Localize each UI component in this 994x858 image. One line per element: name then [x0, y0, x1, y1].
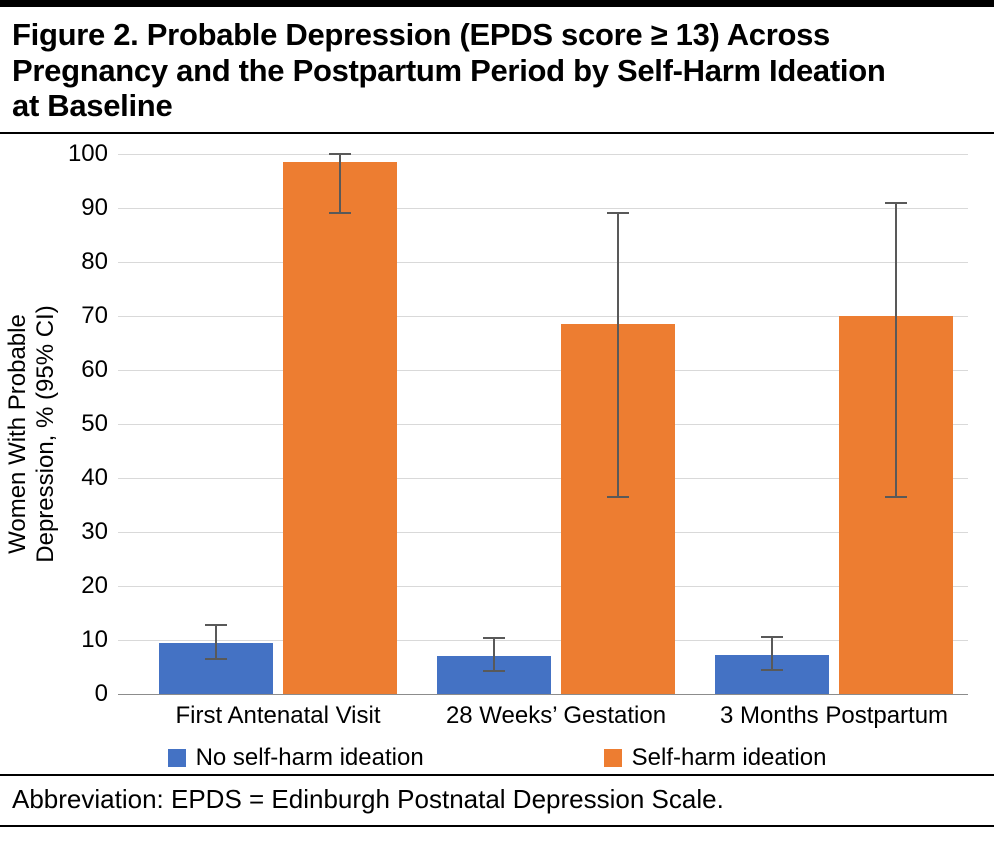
error-cap-upper — [761, 636, 783, 638]
error-bar — [895, 203, 897, 497]
y-axis-label-line-2: Depression, % (95% CI) — [32, 305, 60, 562]
plot-region: 0102030405060708090100First Antenatal Vi… — [118, 154, 968, 694]
figure-title-block: Figure 2. Probable Depression (EPDS scor… — [0, 7, 994, 132]
error-cap-lower — [607, 496, 629, 498]
y-tick-label: 70 — [58, 302, 108, 330]
y-tick-label: 50 — [58, 410, 108, 438]
error-cap-lower — [205, 658, 227, 660]
x-axis-line — [118, 694, 968, 695]
error-cap-upper — [885, 202, 907, 204]
y-tick-label: 100 — [58, 140, 108, 168]
y-tick-label: 30 — [58, 518, 108, 546]
grid-line — [118, 154, 968, 155]
legend-label: Self-harm ideation — [632, 744, 827, 772]
error-cap-lower — [885, 496, 907, 498]
error-bar — [617, 213, 619, 497]
figure-title-line-1: Figure 2. Probable Depression (EPDS scor… — [12, 17, 830, 52]
error-cap-upper — [205, 624, 227, 626]
error-bar — [339, 154, 341, 213]
error-cap-lower — [483, 670, 505, 672]
error-bar — [215, 625, 217, 659]
legend-swatch — [168, 749, 186, 767]
figure-title-line-2: Pregnancy and the Postpartum Period by S… — [12, 53, 885, 88]
legend-label: No self-harm ideation — [196, 744, 424, 772]
error-cap-upper — [329, 153, 351, 155]
legend: No self-harm ideation Self-harm ideation — [0, 744, 994, 772]
x-category-label: First Antenatal Visit — [176, 702, 381, 730]
y-axis-label: Women With Probable Depression, % (95% C… — [4, 305, 60, 562]
y-tick-label: 10 — [58, 626, 108, 654]
error-cap-upper — [483, 637, 505, 639]
error-cap-lower — [761, 669, 783, 671]
figure-title-line-3: at Baseline — [12, 88, 172, 123]
error-cap-lower — [329, 212, 351, 214]
x-category-label: 3 Months Postpartum — [720, 702, 948, 730]
error-cap-upper — [607, 212, 629, 214]
legend-item-shi: Self-harm ideation — [604, 744, 827, 772]
error-bar — [493, 638, 495, 671]
legend-item-no_shi: No self-harm ideation — [168, 744, 424, 772]
top-thick-rule — [0, 0, 994, 7]
legend-swatch — [604, 749, 622, 767]
footnote-block: Abbreviation: EPDS = Edinburgh Postnatal… — [0, 776, 994, 825]
bottom-rule — [0, 825, 994, 827]
y-tick-label: 40 — [58, 464, 108, 492]
y-tick-label: 80 — [58, 248, 108, 276]
figure-container: Figure 2. Probable Depression (EPDS scor… — [0, 0, 994, 858]
footnote-text: Abbreviation: EPDS = Edinburgh Postnatal… — [12, 784, 724, 814]
grid-line — [118, 262, 968, 263]
y-tick-label: 90 — [58, 194, 108, 222]
y-tick-label: 0 — [58, 680, 108, 708]
y-tick-label: 60 — [58, 356, 108, 384]
error-bar — [771, 637, 773, 670]
x-category-label: 28 Weeks’ Gestation — [446, 702, 666, 730]
y-axis-label-line-1: Women With Probable — [4, 314, 31, 554]
figure-title: Figure 2. Probable Depression (EPDS scor… — [12, 17, 982, 124]
bar-shi — [283, 162, 397, 694]
chart-area: Women With Probable Depression, % (95% C… — [0, 134, 994, 774]
grid-line — [118, 208, 968, 209]
y-tick-label: 20 — [58, 572, 108, 600]
